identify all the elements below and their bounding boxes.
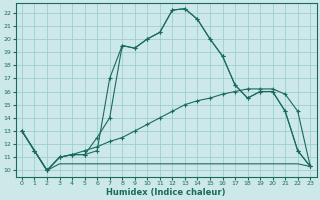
X-axis label: Humidex (Indice chaleur): Humidex (Indice chaleur): [106, 188, 226, 197]
